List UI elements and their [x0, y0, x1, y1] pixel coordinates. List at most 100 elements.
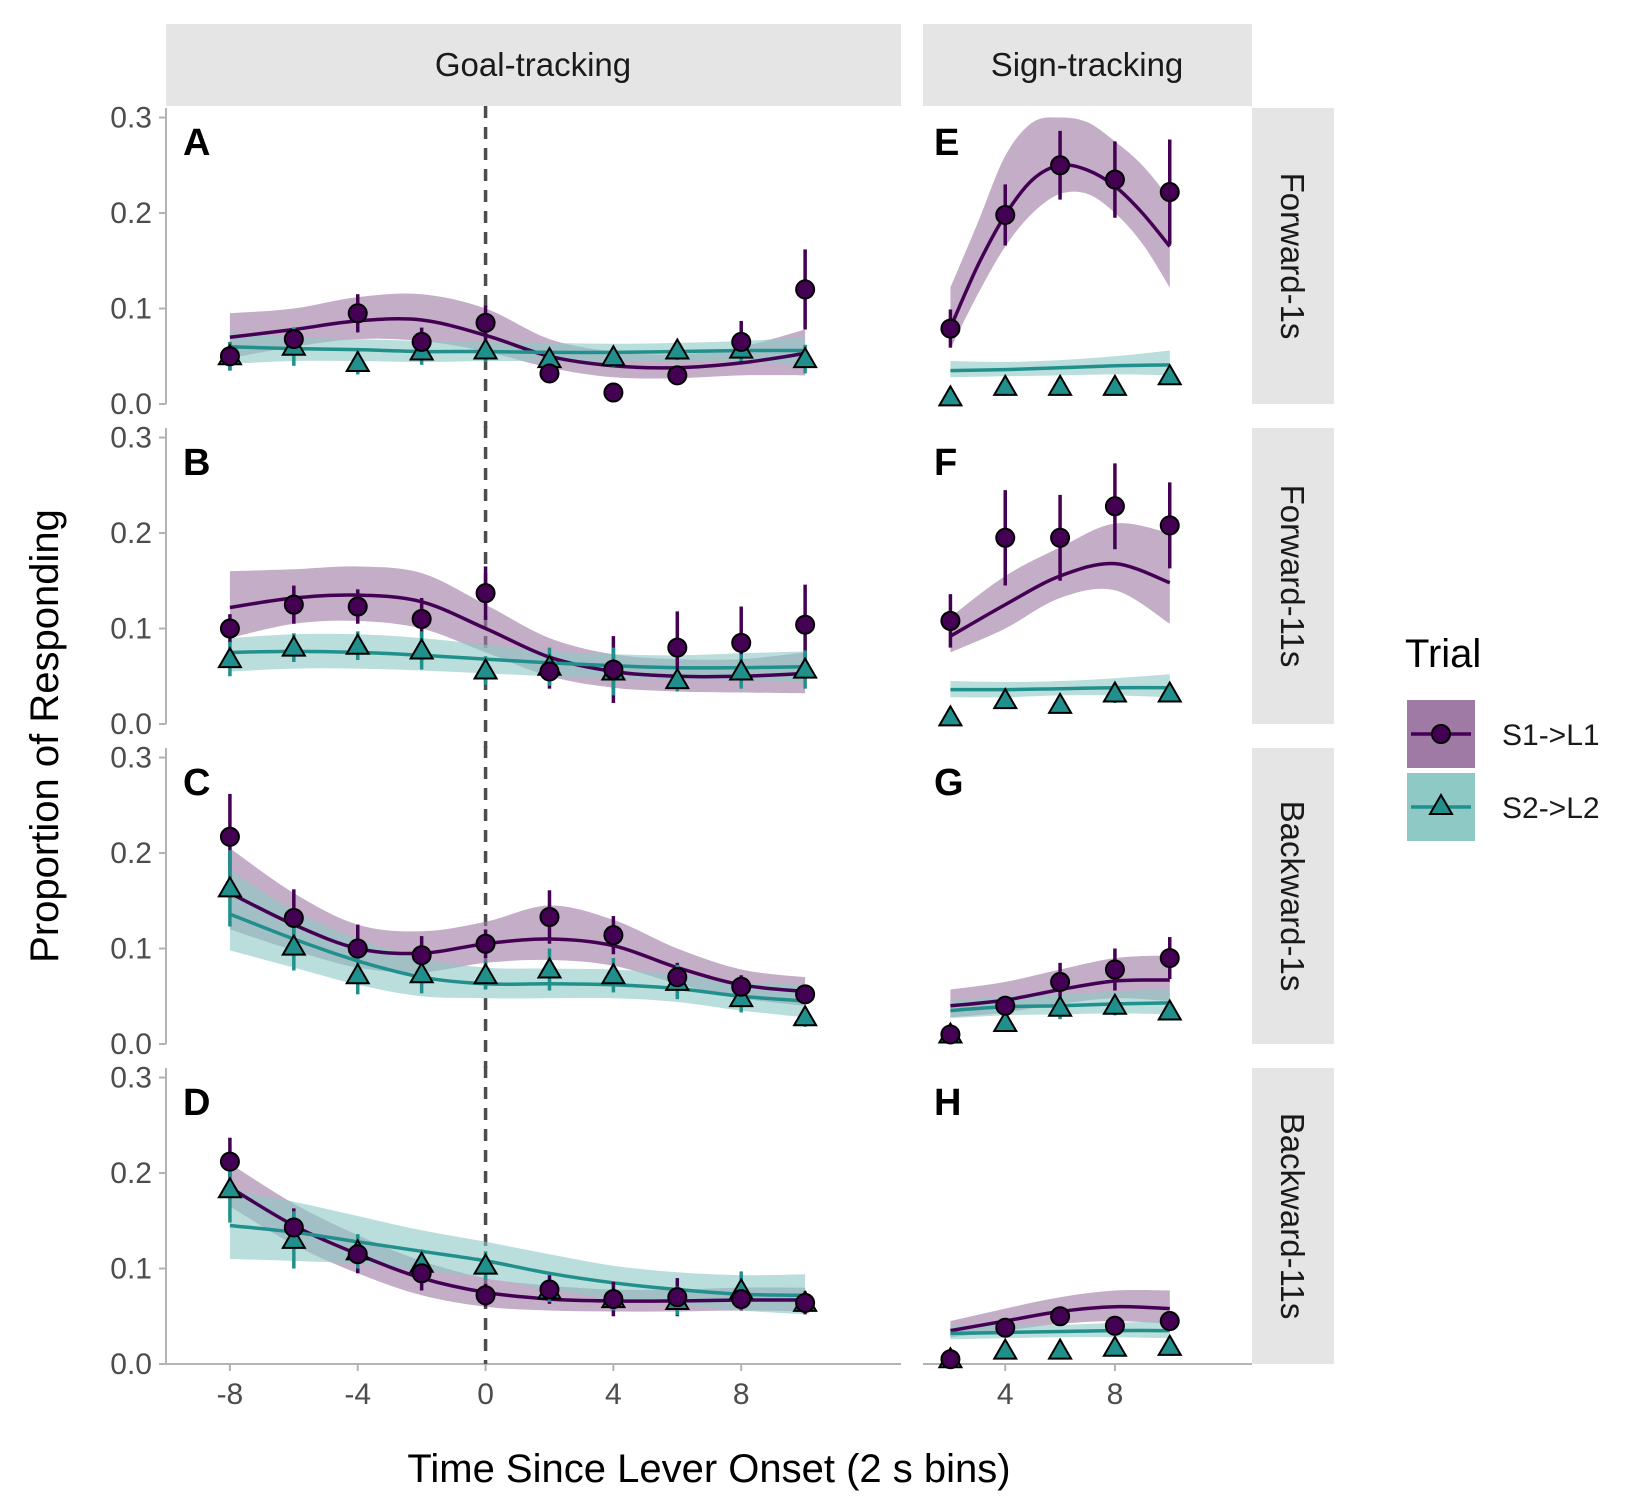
panel-letter: H: [934, 1082, 961, 1124]
panel-letter: D: [183, 1082, 210, 1124]
data-point-s1: [475, 583, 496, 604]
fit-line-s2: [950, 1328, 1170, 1336]
confidence-band-s1: [950, 523, 1170, 653]
data-point-s2: [792, 656, 818, 679]
fit-line-s1: [229, 891, 806, 994]
data-point-s2: [992, 1337, 1018, 1360]
y-tick-label: 0.2: [110, 837, 152, 870]
y-tick-label: 0.1: [110, 933, 152, 966]
y-tick-label: 0.0: [110, 388, 152, 421]
panel-letter: E: [934, 122, 959, 164]
data-point-s1: [1159, 1311, 1180, 1332]
data-point-s1: [667, 365, 688, 386]
data-point-s1: [1104, 496, 1125, 517]
data-point-s2: [992, 687, 1018, 710]
fit-line-s1: [229, 317, 806, 370]
panel-letter: B: [183, 442, 210, 484]
data-point-s1: [603, 1289, 624, 1310]
fit-line-s2: [229, 649, 806, 670]
data-point-s1: [283, 594, 304, 615]
data-point-s1: [667, 637, 688, 658]
data-point-s1: [795, 1292, 816, 1313]
data-point-s2: [1157, 363, 1183, 386]
strip-row-1-bg: [1252, 108, 1334, 404]
strip-row-forward-1s: Forward-1s: [1274, 173, 1311, 340]
data-point-s1: [347, 938, 368, 959]
data-point-s2: [1047, 373, 1073, 396]
data-point-s1: [283, 1217, 304, 1238]
y-tick-label: 0.1: [110, 613, 152, 646]
x-tick-label: 8: [733, 1378, 750, 1411]
axes: 0.00.10.20.30.00.10.20.30.00.10.20.30.00…: [110, 102, 1252, 1411]
data-point-s1: [667, 967, 688, 988]
data-point-s1: [475, 312, 496, 333]
fit-line-s2: [229, 912, 806, 1003]
data-point-s2: [472, 657, 499, 680]
data-point-s2: [937, 384, 964, 407]
data-point-s1: [995, 204, 1016, 225]
data-point-s1: [475, 933, 496, 954]
data-point-s2: [937, 704, 964, 727]
data-point-s1: [1050, 971, 1071, 992]
panel-letter: A: [183, 122, 210, 164]
data-point-s1: [347, 1244, 368, 1265]
data-point-s2: [792, 346, 818, 369]
data-point-s1: [731, 632, 752, 653]
data-point-s1: [940, 318, 961, 339]
fit-line-s2: [950, 363, 1170, 373]
data-point-s2: [1102, 680, 1128, 703]
panel-H: H: [934, 1082, 1183, 1370]
data-point-s2: [1047, 994, 1073, 1017]
data-point-s1: [539, 661, 560, 682]
data-point-s2: [664, 667, 691, 690]
data-point-s2: [472, 962, 499, 985]
data-point-s1: [731, 1289, 752, 1310]
data-point-s1: [940, 610, 961, 631]
strip-sign-tracking: Sign-tracking: [991, 46, 1184, 83]
data-point-s1: [603, 659, 624, 680]
data-point-s1: [219, 1151, 240, 1172]
legend: Trial S1->L1 S2->L2: [1405, 632, 1600, 841]
x-tick-label: -8: [217, 1378, 244, 1411]
legend-key-s2-marker: [1428, 793, 1454, 815]
data-point-s1: [995, 527, 1016, 548]
strip-goal-tracking-bg: [166, 24, 901, 106]
data-point-s1: [539, 363, 560, 384]
panel-F: F: [934, 442, 1183, 727]
data-point-s1: [219, 346, 240, 367]
panel-A: A: [183, 106, 818, 428]
data-point-s1: [1104, 169, 1125, 190]
data-point-s2: [1047, 691, 1073, 714]
strip-row-backward-11s: Backward-11s: [1274, 1113, 1311, 1320]
x-axis-title: Time Since Lever Onset (2 s bins): [407, 1447, 1010, 1491]
data-point-s2: [217, 875, 243, 898]
data-point-s1: [1104, 1315, 1125, 1336]
strip-row-forward-11s: Forward-11s: [1274, 485, 1311, 668]
fit-line-s2: [229, 344, 806, 355]
y-axis-title: Proportion of Responding: [23, 509, 67, 963]
data-point-s2: [472, 337, 499, 360]
data-point-s1: [347, 596, 368, 617]
panels: A B C D E F G H: [183, 106, 1183, 1370]
y-tick-label: 0.2: [110, 1157, 152, 1190]
data-point-s1: [411, 945, 432, 966]
panel-letter: G: [934, 762, 964, 804]
data-point-s1: [411, 1263, 432, 1284]
data-point-s2: [792, 1004, 818, 1027]
data-point-s1: [1050, 1306, 1071, 1327]
data-point-s2: [1157, 1333, 1183, 1356]
data-point-s2: [728, 658, 754, 681]
confidence-band-s2: [229, 870, 806, 1018]
fit-line-s2: [229, 1223, 806, 1298]
data-point-s2: [281, 634, 307, 657]
data-point-s2: [1157, 998, 1183, 1021]
y-tick-label: 0.3: [110, 1062, 152, 1095]
data-point-s1: [603, 382, 624, 403]
legend-title: Trial: [1405, 632, 1481, 676]
data-point-s2: [1157, 680, 1183, 703]
strip-row-4-bg: [1252, 1068, 1334, 1364]
legend-label-s1: S1->L1: [1502, 719, 1600, 752]
data-point-s2: [472, 1252, 499, 1275]
data-point-s1: [1159, 182, 1180, 203]
panel-E: E: [934, 117, 1183, 407]
